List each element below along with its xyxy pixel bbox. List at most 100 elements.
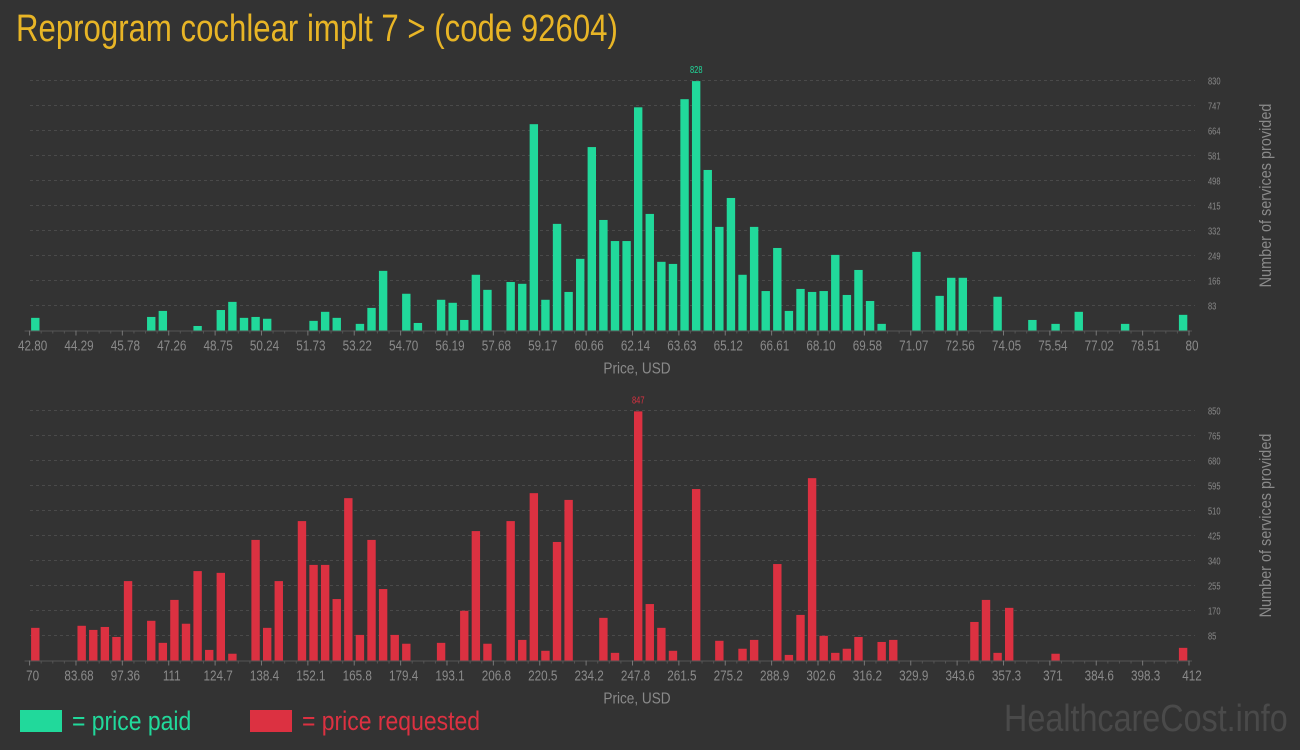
chart2-x-tick-label: 371 [1043,667,1063,684]
chart1-bar [552,223,562,331]
chart2-y-tick-label: 850 [1208,405,1221,416]
chart1-bar [715,226,724,331]
chart2-x-tick-label: 179.4 [389,667,419,684]
chart1-bar [355,323,365,331]
chart2-x-tick-label: 343.6 [945,667,974,684]
chart2-x-tick-label: 302.6 [806,667,835,684]
chart1-bar [448,302,457,331]
legend-requested-label: = price requested [302,705,480,736]
chart2-bar [89,629,98,661]
chart2-bar [599,617,608,661]
chart1-bar [796,288,805,331]
chart1-bar [912,251,921,331]
chart2-y-tick-label: 170 [1208,605,1221,616]
chart1-bar [320,311,330,331]
chart2-bar [309,564,318,661]
chart1-bar [262,318,272,331]
chart2-bar [552,541,562,661]
chart1-bar [773,247,782,331]
chart1-bar [958,277,968,331]
chart2-bar [216,572,225,661]
chart2-x-axis-label: Price, USD [603,691,670,708]
chart2-y-tick-label: 255 [1208,580,1221,591]
chart1-bar [31,317,40,331]
chart2-bar [170,599,179,661]
chart1-max-value-label: 828 [690,64,703,75]
chart2-x-tick-label: 206.8 [482,667,511,684]
chart1-bar [726,197,736,331]
chart2-y-tick-label: 340 [1208,555,1221,566]
chart2-bar [657,627,666,661]
chart2-bar [460,610,469,661]
chart2-bar [367,539,376,661]
chart1-bar [610,241,620,331]
chart1-bar [483,289,492,331]
chart2-y-axis-label: Number of services provided [1257,434,1275,618]
chart1-x-tick-label: 47.26 [157,337,186,354]
chart1-bar [518,283,527,331]
chart2-bar [1004,607,1014,661]
chart2-bar [100,626,110,661]
chart1-x-tick-label: 51.73 [296,337,325,354]
legend-requested-swatch [250,710,292,732]
chart1-x-tick-label: 74.05 [992,337,1021,354]
chart2-x-tick-label: 70 [26,667,39,684]
chart1-x-tick-label: 68.10 [806,337,835,354]
chart2-bar [854,636,863,661]
chart1-x-tick-label: 57.68 [482,337,511,354]
chart2-bar [344,498,353,661]
chart2-bar [378,589,388,661]
chart2-x-tick-label: 234.2 [574,667,603,684]
chart2-bar [633,411,643,661]
chart1-y-tick-label: 581 [1208,150,1221,161]
chart1-bar [193,325,202,331]
chart2-bar [31,627,40,661]
chart1-bar [251,316,260,331]
chart2-bar [831,652,840,661]
chart1-x-tick-label: 72.56 [945,337,974,354]
chart1-y-tick-label: 747 [1208,100,1221,111]
legend-paid-label: = price paid [72,705,192,736]
chart1-bar [993,296,1002,331]
chart2-bar [320,564,330,661]
chart2-bar [610,652,620,661]
chart2-bar [506,521,515,661]
chart2-bar [436,642,446,661]
chart1-x-tick-label: 42.80 [18,337,47,354]
chart2-max-value-label: 847 [632,394,645,405]
chart1-bar [633,107,643,331]
chart1-bar [935,295,944,331]
chart2-bar [749,639,759,661]
chart2-bar [738,648,747,661]
chart2-bar [123,581,133,661]
chart2-y-tick-label: 765 [1208,430,1221,441]
chart1-bar [599,219,608,331]
chart1-x-tick-label: 69.58 [853,337,882,354]
chart2-bar [784,654,794,661]
chart2-y-tick-label: 595 [1208,480,1221,491]
chart1-x-tick-label: 45.78 [111,337,140,354]
chart2-bar [158,642,168,661]
chart1-y-tick-label: 83 [1208,300,1216,311]
chart1-bar [691,81,701,331]
chart1-bar [367,307,376,331]
chart1-bar [460,319,469,331]
chart2-x-tick-label: 83.68 [64,667,93,684]
chart2-x-tick-label: 261.5 [667,667,696,684]
legend-paid: = price paid [20,704,212,738]
chart1-x-tick-label: 78.51 [1131,337,1160,354]
chart2-x-tick-label: 97.36 [111,667,140,684]
chart2-bar [274,581,283,661]
chart1-bar [378,270,388,331]
chart1-bar [738,274,747,331]
chart2-x-tick-label: 124.7 [203,667,232,684]
chart1-x-tick-label: 54.70 [389,337,418,354]
chart2-bar [262,627,272,661]
chart1-y-tick-label: 498 [1208,175,1221,186]
chart2-bar [819,635,828,661]
chart2-y-tick-label: 425 [1208,530,1221,541]
chart1-y-tick-label: 415 [1208,200,1221,211]
chart2-x-tick-label: 138.4 [250,667,280,684]
chart1-bar [529,124,539,331]
chart1-bar [854,269,863,331]
